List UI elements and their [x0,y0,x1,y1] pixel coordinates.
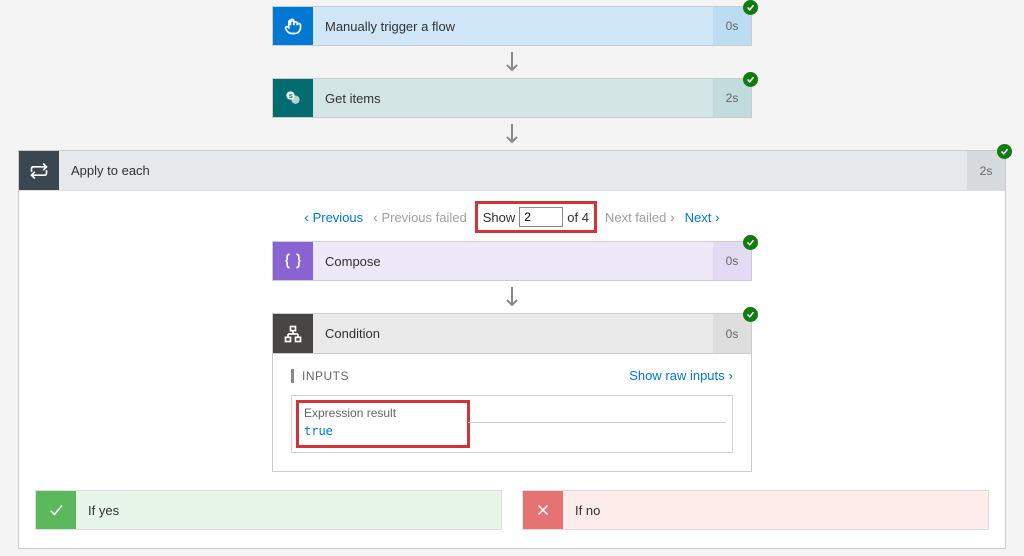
chevron-right-icon: › [729,368,733,383]
expression-highlight: Expression result true [298,402,468,446]
pager-show-label: Show [483,210,516,225]
pager-previous-failed: ‹ Previous failed [373,209,467,225]
condition-title: Condition [313,314,713,353]
svg-text:S: S [289,94,293,100]
pager-of-label: of 4 [567,210,589,225]
condition-icon [273,314,313,353]
iteration-pager: ‹ Previous ‹ Previous failed Show of 4 N… [304,203,719,231]
expression-result-box: Expression result true [291,395,733,453]
if-no-label: If no [563,491,988,529]
check-icon [743,72,758,87]
apply-to-each-title: Apply to each [59,151,967,190]
check-icon [997,144,1012,159]
pager-next[interactable]: Next › [685,209,720,225]
condition-card: Condition 0s INPUTS Show raw inputs › [272,313,752,472]
if-yes-label: If yes [76,491,501,529]
braces-icon [273,242,313,280]
compose-title: Compose [313,242,713,280]
trigger-title: Manually trigger a flow [313,7,713,45]
arrow-down-icon [0,46,1024,78]
check-icon [36,491,76,529]
get-items-card[interactable]: S Get items 2s [272,78,752,118]
if-no-branch[interactable]: If no [522,490,989,530]
compose-card[interactable]: Compose 0s [272,241,752,281]
sharepoint-icon: S [273,79,313,117]
close-icon [523,491,563,529]
condition-header[interactable]: Condition 0s [273,314,751,354]
apply-to-each-container: Apply to each 2s ‹ Previous ‹ Previous f… [18,150,1006,549]
check-icon [743,235,758,250]
if-yes-branch[interactable]: If yes [35,490,502,530]
pager-current-input[interactable] [519,207,563,227]
get-items-title: Get items [313,79,713,117]
check-icon [743,0,758,15]
expression-label: Expression result [298,404,468,420]
pager-next-failed: Next failed › [605,209,675,225]
tap-icon [273,7,313,45]
show-raw-inputs-link[interactable]: Show raw inputs › [629,368,733,383]
inputs-label: INPUTS [291,369,349,383]
trigger-card[interactable]: Manually trigger a flow 0s [272,6,752,46]
pager-previous[interactable]: ‹ Previous [304,209,363,225]
apply-to-each-header[interactable]: Apply to each 2s [19,151,1005,191]
expression-value: true [298,424,468,444]
arrow-down-icon [0,118,1024,150]
pager-show-group: Show of 4 [477,203,595,231]
check-icon [743,307,758,322]
condition-branches: If yes If no [19,490,1005,530]
loop-icon [19,151,59,190]
arrow-down-icon [504,281,520,313]
